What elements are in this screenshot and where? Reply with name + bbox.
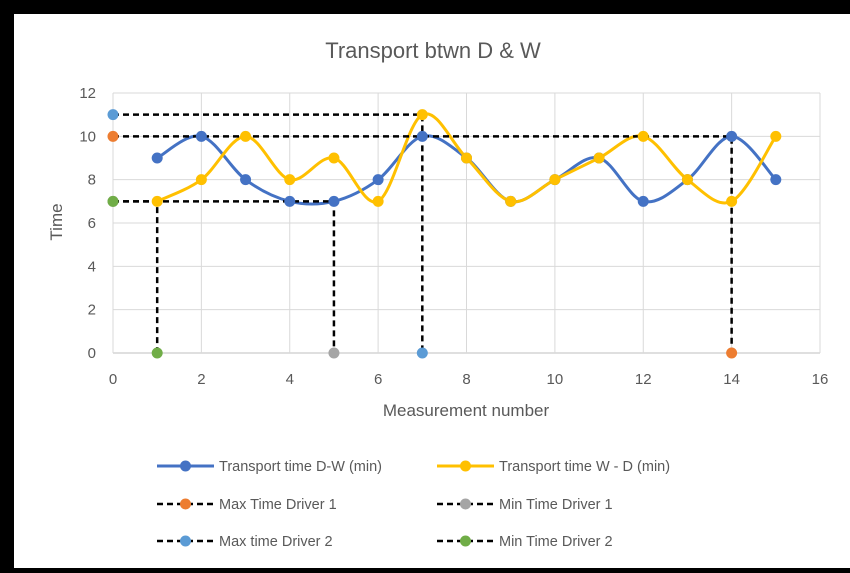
series-marker-0	[416, 130, 428, 142]
series-marker-5	[151, 347, 163, 359]
legend-label: Max Time Driver 1	[219, 497, 337, 513]
legend-swatch-marker	[180, 498, 191, 510]
series-marker-2	[726, 347, 738, 359]
series-marker-1	[505, 195, 517, 207]
legend-swatch-marker	[460, 460, 471, 472]
series-marker-1	[549, 174, 561, 186]
legend-label: Transport time D-W (min)	[219, 459, 382, 475]
series-marker-1	[240, 130, 252, 142]
legend-item-5: Min Time Driver 2	[437, 534, 613, 550]
series-marker-1	[372, 195, 384, 207]
legend-swatch-marker	[180, 535, 191, 547]
legend-label: Transport time W - D (min)	[499, 459, 670, 475]
series-marker-1	[637, 130, 649, 142]
chart-title: Transport btwn D & W	[325, 38, 541, 63]
markers	[107, 109, 782, 359]
series-marker-4	[416, 347, 428, 359]
series-marker-0	[240, 174, 252, 186]
legend-label: Min Time Driver 1	[499, 497, 613, 513]
series-marker-0	[151, 152, 163, 164]
series-marker-1	[151, 195, 163, 207]
series-marker-1	[328, 152, 340, 164]
series-marker-1	[284, 174, 296, 186]
y-tick-label: 8	[88, 172, 96, 189]
legend-item-3: Min Time Driver 1	[437, 497, 613, 513]
series-marker-0	[195, 130, 207, 142]
legend-swatch-marker	[460, 535, 471, 547]
x-tick-label: 2	[197, 371, 205, 388]
series-marker-2	[107, 130, 119, 142]
legend-swatch-marker	[180, 460, 191, 472]
legend-label: Min Time Driver 2	[499, 534, 613, 550]
series-marker-0	[328, 195, 340, 207]
x-tick-label: 6	[374, 371, 382, 388]
series-marker-4	[107, 109, 119, 121]
series-marker-0	[770, 174, 782, 186]
legend-swatch-marker	[460, 498, 471, 510]
y-tick-label: 12	[79, 85, 96, 102]
x-axis-label: Measurement number	[383, 401, 550, 420]
series-marker-3	[328, 347, 340, 359]
legend-item-0: Transport time D-W (min)	[157, 459, 382, 475]
x-tick-label: 12	[635, 371, 652, 388]
series-marker-0	[284, 195, 296, 207]
x-tick-label: 0	[109, 371, 117, 388]
y-tick-label: 0	[88, 345, 96, 362]
series-marker-5	[107, 195, 119, 207]
x-tick-label: 10	[547, 371, 564, 388]
y-axis-label: Time	[47, 203, 66, 240]
series-line-4	[113, 113, 424, 353]
series-marker-1	[416, 109, 428, 121]
legend-item-2: Max Time Driver 1	[157, 497, 337, 513]
series-marker-1	[726, 195, 738, 207]
legend: Transport time D-W (min) Transport time W…	[157, 459, 670, 550]
x-tick-label: 14	[723, 371, 740, 388]
legend-item-4: Max time Driver 2	[157, 534, 333, 550]
x-tick-label: 8	[462, 371, 470, 388]
series-marker-1	[681, 174, 693, 186]
legend-item-1: Transport time W - D (min)	[437, 459, 670, 475]
legend-label: Max time Driver 2	[219, 534, 333, 550]
y-tick-label: 2	[88, 302, 96, 319]
series-marker-1	[593, 152, 605, 164]
y-tick-label: 6	[88, 215, 96, 232]
series-marker-1	[195, 174, 207, 186]
series-marker-0	[372, 174, 384, 186]
series-marker-1	[770, 130, 782, 142]
x-tick-label: 4	[286, 371, 294, 388]
series-marker-1	[461, 152, 472, 164]
tick-labels: 0 2 4 6 8 10 12 0 2 4 6 8 10 12 14 16	[79, 85, 828, 388]
x-tick-label: 16	[812, 371, 829, 388]
series-marker-0	[637, 195, 649, 207]
y-tick-label: 10	[79, 128, 96, 145]
y-tick-label: 4	[88, 258, 96, 275]
chart-background	[14, 14, 850, 568]
series-line-2	[113, 135, 733, 353]
series-marker-0	[726, 130, 738, 142]
